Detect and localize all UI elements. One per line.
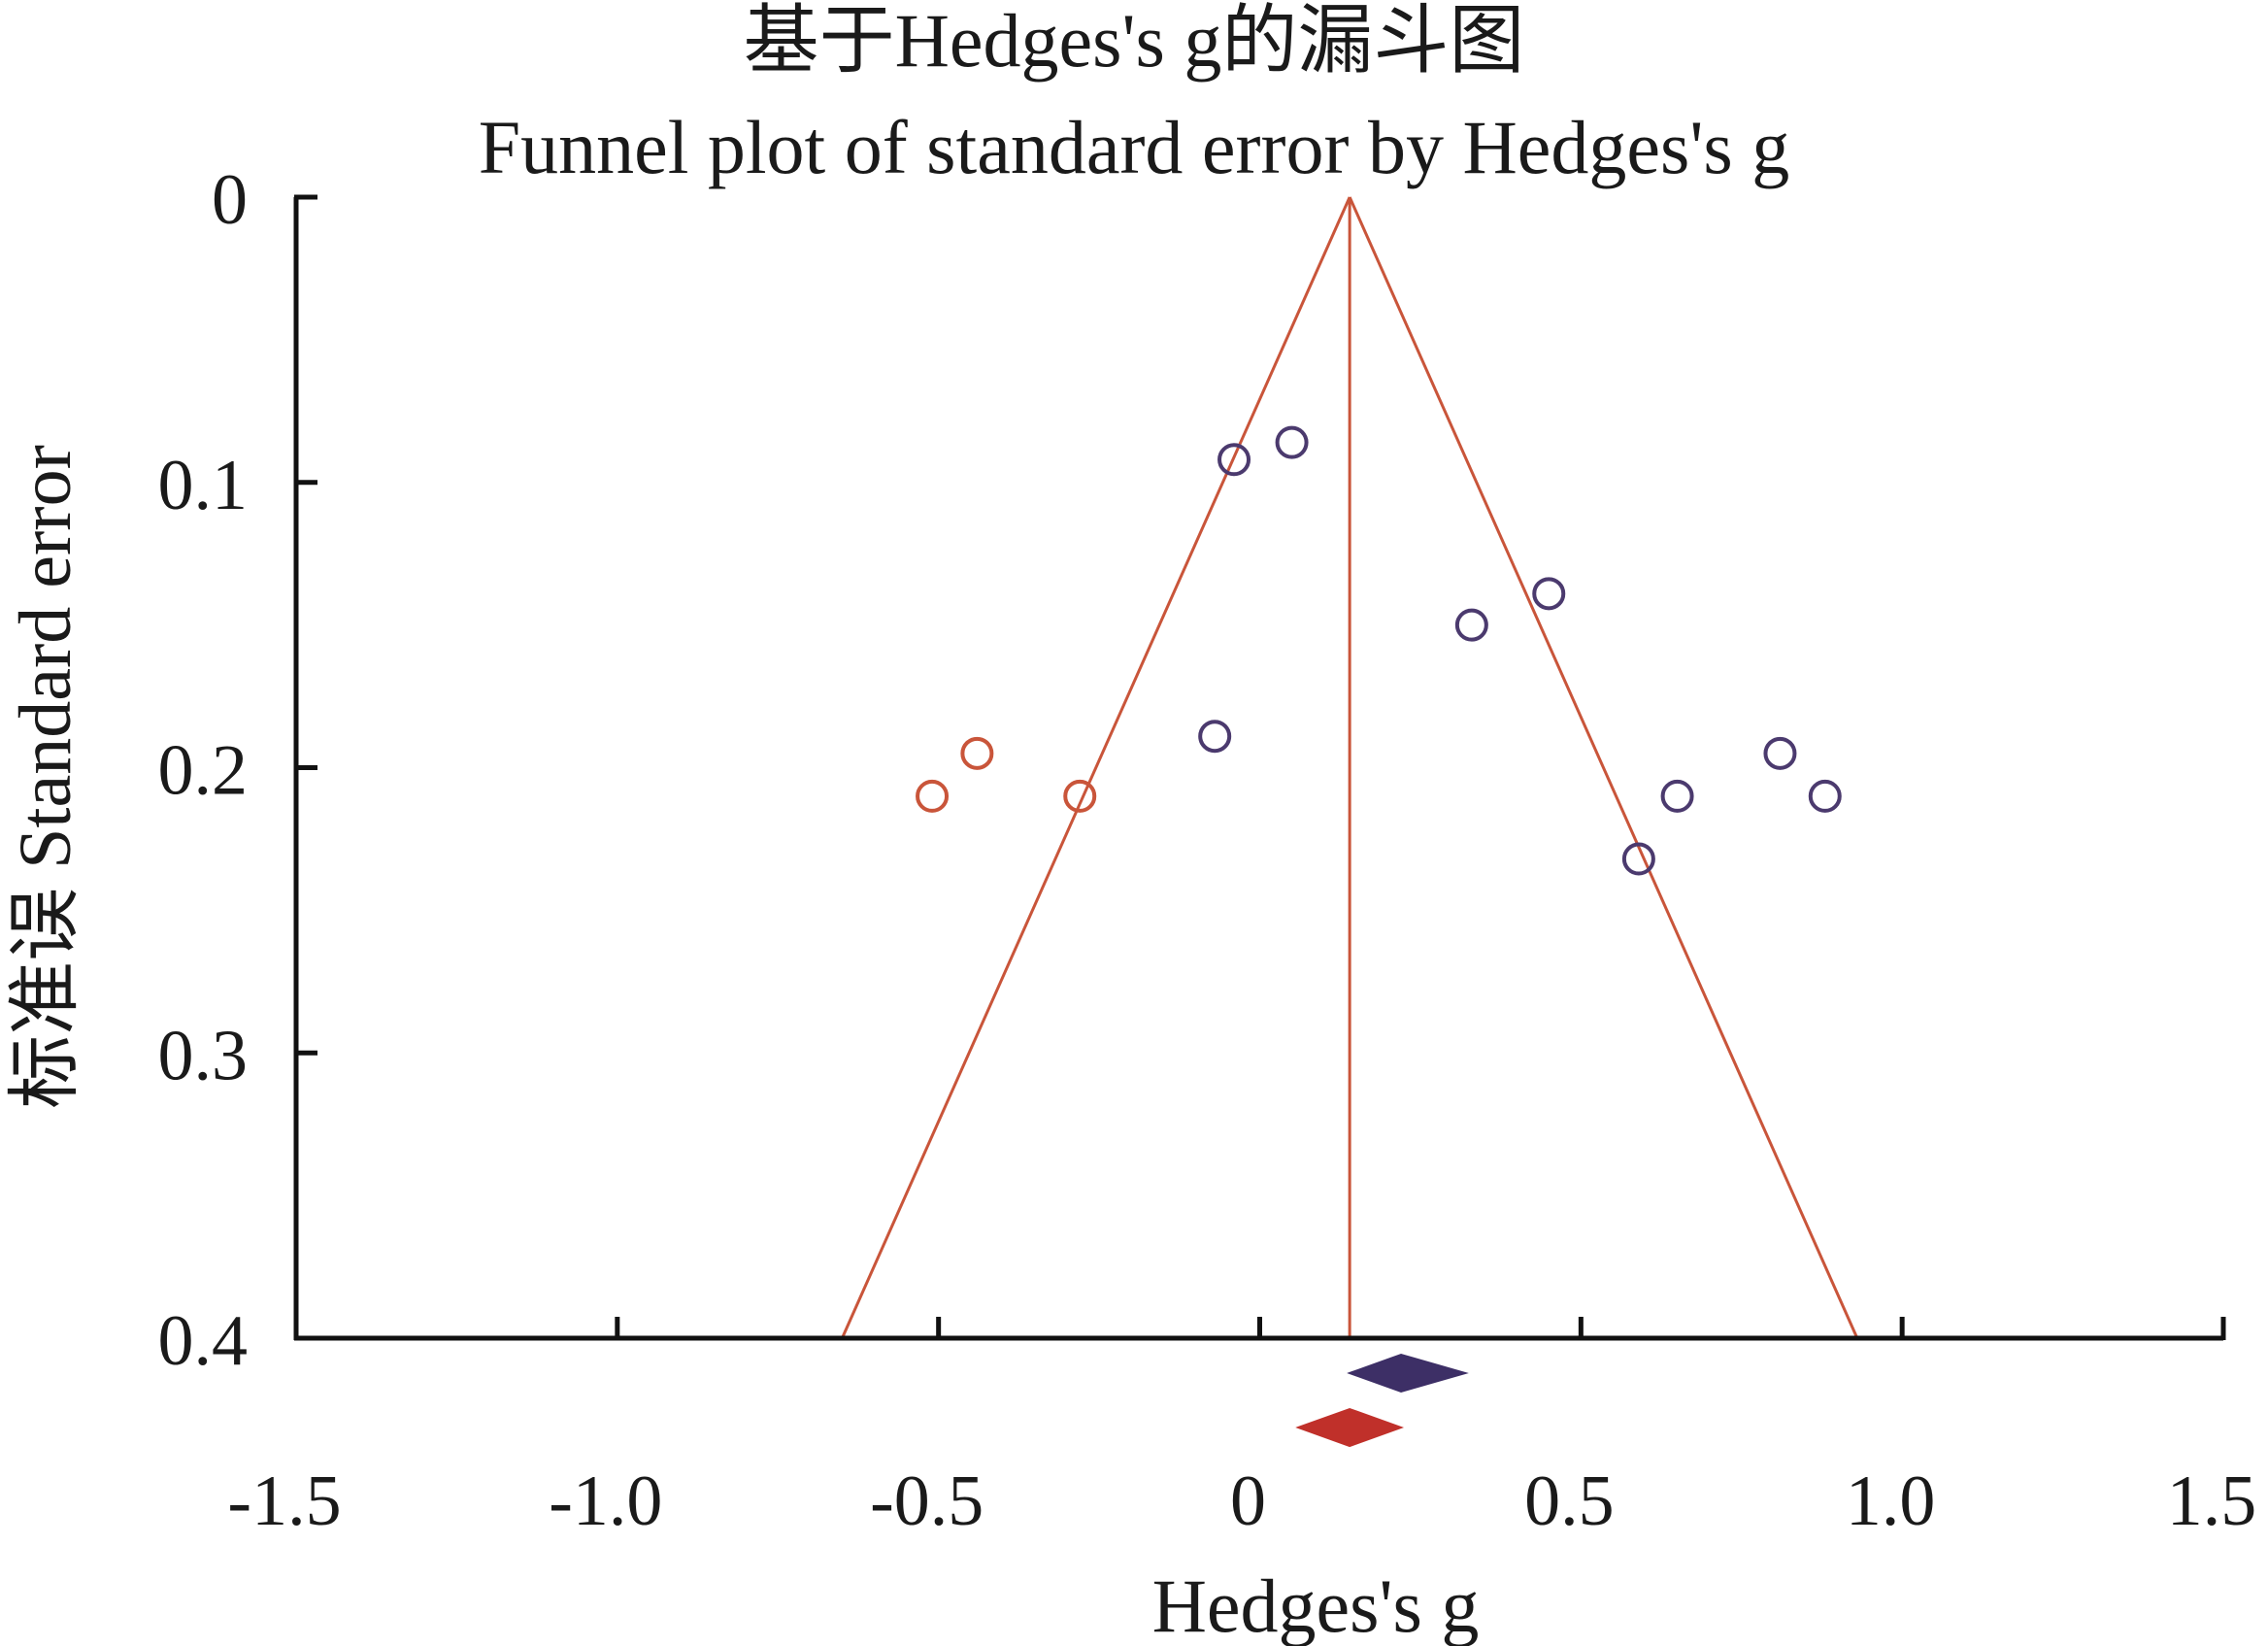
x-tick-label: 0 (1230, 1461, 1266, 1541)
x-tick-label: 0.5 (1524, 1461, 1615, 1541)
imputed-study-point (916, 779, 950, 813)
observed-study-point (1454, 608, 1488, 642)
x-tick-label: 1.5 (2167, 1461, 2257, 1541)
observed-study-point (1808, 779, 1842, 813)
y-tick-label: 0.1 (158, 446, 249, 525)
observed-study-point (1217, 443, 1251, 477)
y-tick-label: 0 (212, 160, 248, 240)
x-tick-label: -0.5 (870, 1461, 984, 1541)
observed-study-point (1621, 842, 1655, 876)
observed-study-point (1198, 720, 1232, 754)
funnel-right-line (1348, 196, 1859, 1339)
x-tick-label: 1.0 (1846, 1461, 1936, 1541)
adjusted-summary-diamond (1295, 1407, 1405, 1448)
x-tick-label: -1.0 (549, 1461, 662, 1541)
observed-study-point (1763, 736, 1797, 770)
x-tick-label: -1.5 (227, 1461, 341, 1541)
imputed-study-point (1063, 779, 1097, 813)
y-tick-label: 0.4 (158, 1301, 249, 1381)
observed-summary-diamond (1347, 1353, 1469, 1394)
funnel-left-line (841, 196, 1351, 1339)
y-tick-label: 0.3 (158, 1016, 249, 1095)
y-tick-label: 0.2 (158, 731, 249, 811)
observed-study-point (1660, 779, 1694, 813)
observed-study-point (1275, 425, 1309, 459)
chart-subtitle: Funnel plot of standard error by Hedges'… (479, 105, 1790, 189)
x-axis-label: Hedges's g (1152, 1563, 1480, 1646)
imputed-study-point (960, 736, 994, 770)
chart-title: 基于Hedges's g的漏斗图 (744, 0, 1525, 83)
observed-study-point (1532, 577, 1566, 611)
y-axis-label: 标准误 Standard error (5, 445, 86, 1109)
